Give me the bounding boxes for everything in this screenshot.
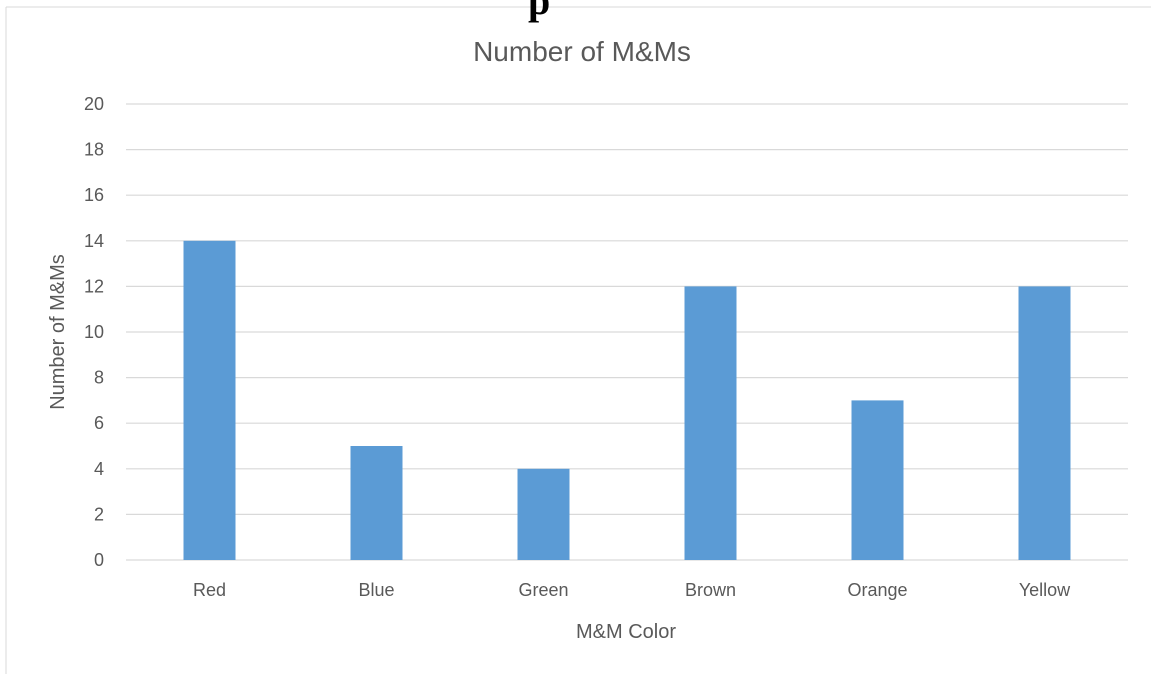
x-tick-label-blue: Blue <box>358 580 394 600</box>
chart-title: Number of M&Ms <box>473 36 691 67</box>
x-tick-label-red: Red <box>193 580 226 600</box>
x-axis-categories: Red Blue Green Brown Orange Yellow <box>193 580 1071 600</box>
x-tick-label-yellow: Yellow <box>1019 580 1071 600</box>
bar-yellow <box>1018 286 1071 560</box>
y-tick-label: 10 <box>84 322 104 342</box>
bars <box>183 240 1071 561</box>
y-tick-label: 18 <box>84 140 104 160</box>
x-axis-label: M&M Color <box>576 621 676 643</box>
y-tick-label: 12 <box>84 276 104 296</box>
bar-red <box>183 240 236 561</box>
y-axis-label: Number of M&Ms <box>47 254 69 410</box>
y-tick-label: 8 <box>94 368 104 388</box>
bar-green <box>517 468 570 560</box>
y-tick-label: 6 <box>94 413 104 433</box>
y-tick-label: 16 <box>84 185 104 205</box>
bar-blue <box>350 446 403 560</box>
bar-orange <box>851 400 904 560</box>
y-tick-label: 2 <box>94 504 104 524</box>
y-tick-label: 4 <box>94 459 104 479</box>
bar-brown <box>684 286 737 560</box>
gridlines <box>126 103 1128 561</box>
x-tick-label-brown: Brown <box>685 580 736 600</box>
y-axis-ticks: 0 2 4 6 8 10 12 14 16 18 20 <box>84 94 104 570</box>
y-tick-label: 0 <box>94 550 104 570</box>
y-tick-label: 20 <box>84 94 104 114</box>
y-tick-label: 14 <box>84 231 104 251</box>
x-tick-label-green: Green <box>518 580 568 600</box>
header-fragment: p <box>528 0 550 23</box>
x-tick-label-orange: Orange <box>847 580 907 600</box>
